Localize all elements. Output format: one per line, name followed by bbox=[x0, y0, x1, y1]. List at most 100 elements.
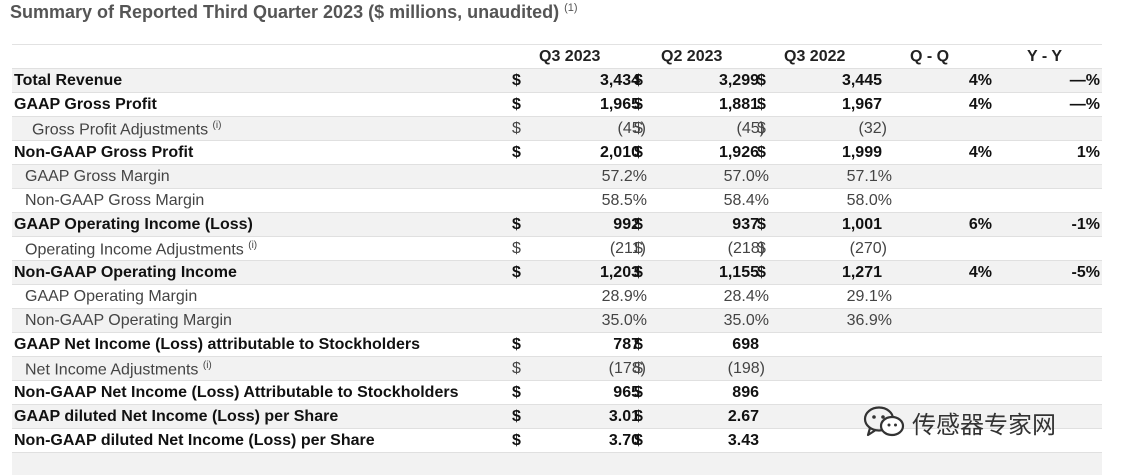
currency-q2-2023: $ bbox=[634, 432, 643, 449]
table-row: Gross Profit Adjustments (i) $ (45) $ (45) $(… bbox=[12, 117, 1102, 141]
currency-q2-2023: $ bbox=[634, 264, 643, 281]
value-q3-2023: (178) bbox=[608, 360, 646, 377]
change-q-q: 6% bbox=[968, 216, 992, 233]
financial-summary-table: Q3 2023 Q2 2023 Q3 2022 Q - Q Y - Y Tota… bbox=[12, 44, 1102, 475]
change-y-y: —% bbox=[1069, 96, 1100, 113]
currency-q2-2023: $ bbox=[634, 72, 643, 89]
row-label-text: Non-GAAP Net Income (Loss) Attributable … bbox=[14, 384, 459, 401]
currency-q2-2023: $ bbox=[634, 120, 643, 137]
value-q2-2023: 896 bbox=[732, 384, 759, 401]
col-header-q-q: Q - Q bbox=[910, 48, 950, 65]
col-header-y-y: Y - Y bbox=[1027, 48, 1062, 65]
change-q-q: 4% bbox=[968, 264, 992, 281]
watermark-text: 传感器专家网 bbox=[912, 411, 1056, 439]
row-label-text: Non-GAAP diluted Net Income (Loss) per S… bbox=[14, 432, 375, 449]
col-header-q3-2022: Q3 2022 bbox=[784, 48, 846, 65]
value-q3-2023: (211) bbox=[609, 240, 646, 257]
row-label-text: GAAP Net Income (Loss) attributable to S… bbox=[14, 336, 420, 353]
value-q3-2023: 965 bbox=[613, 384, 640, 401]
table-row: GAAP Operating Income (Loss) $992 $937 $1,0… bbox=[12, 213, 1102, 237]
currency-q3-2023: $ bbox=[512, 408, 521, 425]
change-y-y: —% bbox=[1069, 72, 1100, 89]
value-q3-2022: (270) bbox=[849, 240, 887, 257]
table-row: GAAP Operating Margin 28.9% 28.4% 29.1% bbox=[12, 285, 1102, 309]
currency-q2-2023: $ bbox=[634, 96, 643, 113]
change-q-q: 4% bbox=[968, 144, 992, 161]
row-label-text: Total Revenue bbox=[14, 72, 123, 89]
row-footnote: (i) bbox=[212, 120, 222, 131]
value-q3-2023: 58.5% bbox=[601, 192, 647, 209]
row-label-text: Operating Income Adjustments bbox=[25, 241, 244, 259]
value-q2-2023: 698 bbox=[732, 336, 759, 353]
value-q2-2023: 937 bbox=[732, 216, 759, 233]
currency-q2-2023: $ bbox=[634, 216, 643, 233]
row-footnote: (i) bbox=[202, 360, 212, 371]
table-row: Non-GAAP diluted Net Income (Loss) per S… bbox=[12, 429, 1102, 453]
value-q2-2023: 1,155 bbox=[718, 264, 759, 281]
table-row: Non-GAAP Operating Income $1,203 $1,155 $1,… bbox=[12, 261, 1102, 285]
currency-q2-2023: $ bbox=[634, 384, 643, 401]
value-q3-2022: 3,445 bbox=[841, 72, 882, 89]
row-label: GAAP Operating Income (Loss) bbox=[14, 216, 253, 234]
currency-q3-2023: $ bbox=[512, 72, 521, 89]
watermark: 传感器专家网 bbox=[862, 404, 1056, 440]
currency-q3-2023: $ bbox=[512, 120, 521, 137]
table-row: Net Income Adjustments (i) $ (178) $ (198) bbox=[12, 357, 1102, 381]
currency-q3-2023: $ bbox=[512, 144, 521, 161]
table-row: GAAP diluted Net Income (Loss) per Share… bbox=[12, 405, 1102, 429]
table-title: Summary of Reported Third Quarter 2023 (… bbox=[10, 2, 578, 23]
currency-q3-2022: $ bbox=[757, 216, 766, 233]
change-y-y: -5% bbox=[1071, 264, 1100, 281]
value-q3-2023: 35.0% bbox=[601, 312, 647, 329]
table-row: Total Revenue $3,434 $3,299 $3,445 4% —% bbox=[12, 69, 1102, 93]
row-label-text: Gross Profit Adjustments bbox=[32, 121, 209, 139]
value-q2-2023: (198) bbox=[727, 360, 765, 377]
row-label: Operating Income Adjustments (i) bbox=[25, 240, 257, 259]
currency-q3-2023: $ bbox=[512, 360, 521, 377]
title-footnote: (1) bbox=[564, 2, 578, 14]
row-label-text: GAAP diluted Net Income (Loss) per Share bbox=[14, 408, 339, 425]
value-q3-2023: 992 bbox=[613, 216, 640, 233]
currency-q3-2023: $ bbox=[512, 216, 521, 233]
row-label: Non-GAAP Gross Profit bbox=[14, 144, 193, 162]
currency-q3-2023: $ bbox=[512, 336, 521, 353]
table-row: Non-GAAP Gross Margin 58.5% 58.4% 58.0% bbox=[12, 189, 1102, 213]
row-label: GAAP Net Income (Loss) attributable to S… bbox=[14, 336, 420, 354]
value-q3-2023: 1,203 bbox=[599, 264, 640, 281]
value-q2-2023: 35.0% bbox=[723, 312, 769, 329]
row-label-text: Non-GAAP Gross Profit bbox=[14, 144, 194, 161]
header-row: Q3 2023 Q2 2023 Q3 2022 Q - Q Y - Y bbox=[12, 45, 1102, 69]
currency-q3-2023: $ bbox=[512, 240, 521, 257]
row-label: Non-GAAP Operating Income bbox=[14, 264, 237, 282]
table-row: Non-GAAP Gross Profit $2,010 $1,926 $1,999 4… bbox=[12, 141, 1102, 165]
currency-q3-2023: $ bbox=[512, 432, 521, 449]
currency-q2-2023: $ bbox=[634, 336, 643, 353]
value-q2-2023: (218) bbox=[727, 240, 765, 257]
row-label-text: GAAP Operating Income (Loss) bbox=[14, 216, 253, 233]
value-q2-2023: 28.4% bbox=[723, 288, 769, 305]
value-q3-2023: 787 bbox=[613, 336, 640, 353]
row-label: Total Revenue bbox=[14, 72, 122, 90]
value-q2-2023: (45) bbox=[736, 120, 765, 137]
value-q3-2023: 57.2% bbox=[601, 168, 647, 185]
row-label-text: GAAP Operating Margin bbox=[25, 288, 198, 305]
value-q3-2022: 1,001 bbox=[841, 216, 882, 233]
currency-q3-2022: $ bbox=[757, 264, 766, 281]
row-label: Non-GAAP diluted Net Income (Loss) per S… bbox=[14, 432, 375, 450]
value-q2-2023: 3,299 bbox=[718, 72, 759, 89]
change-y-y: -1% bbox=[1071, 216, 1100, 233]
currency-q3-2022: $ bbox=[757, 240, 766, 257]
row-label-text: Non-GAAP Gross Margin bbox=[25, 192, 205, 209]
table-row: GAAP Net Income (Loss) attributable to S… bbox=[12, 333, 1102, 357]
row-label-text: Non-GAAP Operating Income bbox=[14, 264, 237, 281]
currency-q3-2023: $ bbox=[512, 96, 521, 113]
value-q3-2022: 58.0% bbox=[846, 192, 892, 209]
change-q-q: 4% bbox=[968, 72, 992, 89]
row-label: Gross Profit Adjustments (i) bbox=[32, 120, 221, 139]
title-text: Summary of Reported Third Quarter 2023 (… bbox=[10, 2, 560, 22]
change-q-q: 4% bbox=[968, 96, 992, 113]
currency-q2-2023: $ bbox=[634, 408, 643, 425]
value-q3-2023: 3,434 bbox=[599, 72, 640, 89]
value-q3-2022: 36.9% bbox=[846, 312, 892, 329]
table-row: Operating Income Adjustments (i) $ (211) $(… bbox=[12, 237, 1102, 261]
